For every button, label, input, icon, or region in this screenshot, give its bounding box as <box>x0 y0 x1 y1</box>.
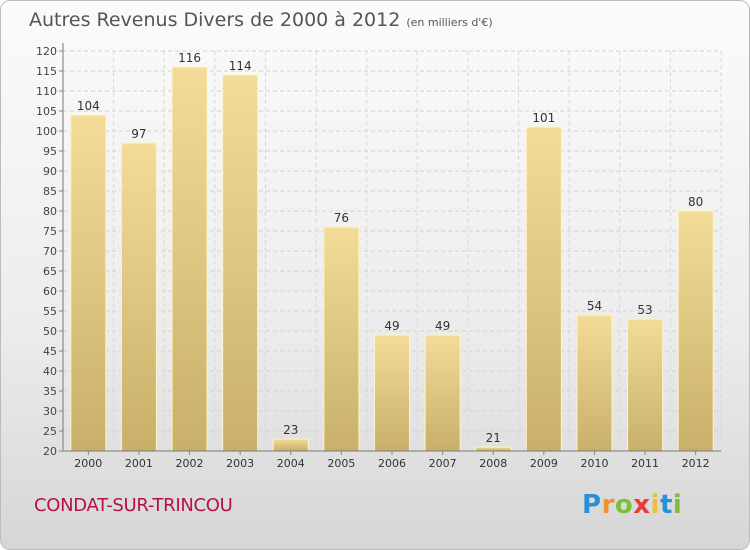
y-tick-label: 65 <box>43 265 57 278</box>
bar-value-label: 54 <box>587 299 602 313</box>
bar <box>323 226 360 452</box>
bar-value-label: 53 <box>637 303 652 317</box>
bar-value-label: 101 <box>532 111 555 125</box>
bar <box>171 66 208 452</box>
x-tick-label: 2008 <box>479 457 507 470</box>
y-tick-label: 120 <box>36 45 57 58</box>
y-tick-label: 110 <box>36 85 57 98</box>
y-tick-label: 100 <box>36 125 57 138</box>
x-tick-label: 2011 <box>631 457 659 470</box>
bar-value-label: 49 <box>435 319 450 333</box>
y-tick-label: 55 <box>43 305 57 318</box>
axes: 20 25 30 35 40 45 50 55 60 65 70 75 80 85 90 95 100 105 11… <box>36 43 721 470</box>
logo-letter: i <box>650 490 660 520</box>
y-tick-label: 85 <box>43 185 57 198</box>
bar <box>627 318 664 452</box>
bar <box>374 334 410 452</box>
x-tick-label: 2000 <box>74 457 102 470</box>
bar <box>475 446 512 452</box>
logo-letter: o <box>614 490 634 520</box>
y-tick-label: 105 <box>36 105 57 118</box>
y-tick-label: 95 <box>43 145 57 158</box>
y-tick-label: 80 <box>43 205 57 218</box>
bar <box>424 334 461 452</box>
bar <box>576 314 613 452</box>
logo-letter: i <box>672 490 683 520</box>
bars: 104 97 116 114 23 76 49 49 21 101 54 53 80 <box>70 51 714 452</box>
y-tick-label: 35 <box>43 385 57 398</box>
bar-value-label: 76 <box>334 211 349 225</box>
x-tick-label: 2001 <box>125 457 153 470</box>
y-tick-label: 70 <box>43 245 57 258</box>
proxiti-logo: Proxiti <box>582 490 682 520</box>
chart-subtitle: (en milliers d'€) <box>406 16 493 29</box>
y-tick-label: 40 <box>43 365 57 378</box>
chart-title: Autres Revenus Divers de 2000 à 2012 (en … <box>29 9 493 31</box>
commune-name: CONDAT-SUR-TRINCOU <box>34 495 233 516</box>
bar-value-label: 23 <box>283 423 298 437</box>
x-tick-label: 2003 <box>226 457 254 470</box>
x-tick-label: 2004 <box>277 457 305 470</box>
bar-value-label: 80 <box>688 195 703 209</box>
logo-letter: x <box>633 490 651 520</box>
bar-value-label: 21 <box>486 431 501 445</box>
y-tick-label: 25 <box>43 425 57 438</box>
x-tick-label: 2006 <box>378 457 406 470</box>
y-tick-label: 45 <box>43 345 57 358</box>
x-tick-label: 2005 <box>327 457 355 470</box>
logo-letter: t <box>659 490 673 520</box>
x-tick-label: 2010 <box>580 457 608 470</box>
bar <box>120 142 157 452</box>
bar <box>272 438 309 452</box>
x-tick-label: 2012 <box>682 457 710 470</box>
x-tick-label: 2007 <box>429 457 457 470</box>
bar-value-label: 116 <box>178 51 201 65</box>
y-tick-label: 50 <box>43 325 57 338</box>
bar <box>222 74 259 452</box>
chart-title-text: Autres Revenus Divers de 2000 à 2012 <box>29 9 401 31</box>
y-tick-label: 75 <box>43 225 57 238</box>
bar <box>677 210 714 452</box>
bar-value-label: 104 <box>77 99 100 113</box>
y-tick-label: 30 <box>43 405 57 418</box>
bar <box>70 114 107 452</box>
bar-value-label: 49 <box>384 319 399 333</box>
bar <box>525 126 562 452</box>
y-tick-label: 115 <box>36 65 57 78</box>
bar-value-label: 97 <box>131 127 146 141</box>
x-tick-label: 2002 <box>176 457 204 470</box>
x-tick-label: 2009 <box>530 457 558 470</box>
y-tick-label: 20 <box>43 445 57 458</box>
logo-letter: r <box>601 490 615 520</box>
logo-letter: P <box>582 490 602 520</box>
bar-value-label: 114 <box>229 59 252 73</box>
y-tick-label: 60 <box>43 285 57 298</box>
y-tick-label: 90 <box>43 165 57 178</box>
